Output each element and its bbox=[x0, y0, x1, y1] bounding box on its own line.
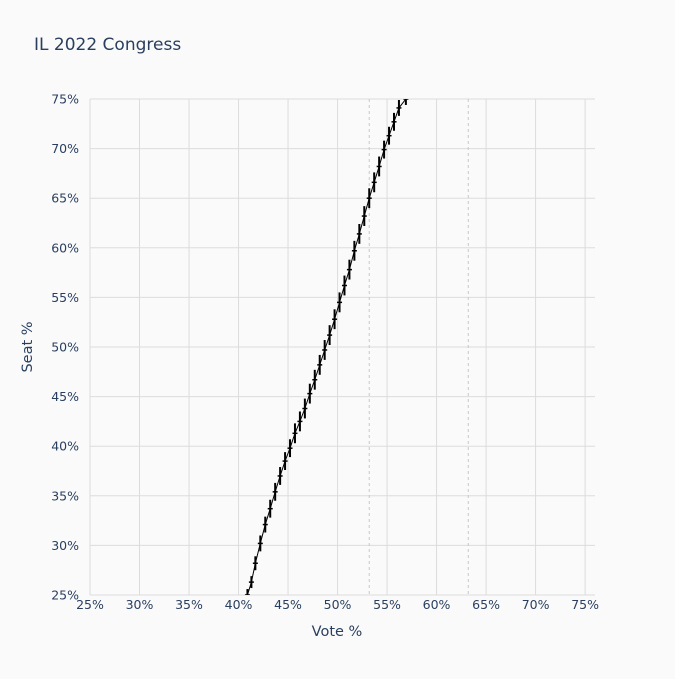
x-tick-label-3: 40% bbox=[225, 597, 253, 612]
series-curve bbox=[244, 99, 409, 595]
x-tick-label-7: 60% bbox=[423, 597, 451, 612]
x-tick-label-5: 50% bbox=[324, 597, 352, 612]
x-tick-label-6: 55% bbox=[373, 597, 401, 612]
x-tick-label-9: 70% bbox=[522, 597, 550, 612]
y-tick-label-4: 45% bbox=[51, 389, 79, 404]
y-tick-label-5: 50% bbox=[51, 340, 79, 355]
y-tick-label-3: 40% bbox=[51, 439, 79, 454]
y-tick-label-2: 35% bbox=[51, 488, 79, 503]
y-tick-label-6: 55% bbox=[51, 290, 79, 305]
x-tick-label-1: 30% bbox=[126, 597, 154, 612]
x-tick-label-0: 25% bbox=[76, 597, 104, 612]
y-tick-label-10: 75% bbox=[51, 92, 79, 107]
chart-title: IL 2022 Congress bbox=[34, 35, 181, 55]
y-tick-label-1: 30% bbox=[51, 538, 79, 553]
x-tick-label-2: 35% bbox=[175, 597, 203, 612]
reference-lines bbox=[368, 99, 469, 595]
x-tick-labels: 25% 30% 35% 40% 45% 50% 55% 60% 65% 70% 75% bbox=[76, 597, 599, 612]
y-tick-label-7: 60% bbox=[51, 240, 79, 255]
x-tick-label-4: 45% bbox=[274, 597, 302, 612]
y-axis-title: Seat % bbox=[20, 321, 36, 372]
y-tick-labels: 25% 30% 35% 40% 45% 50% 55% 60% 65% 70% 75% bbox=[51, 92, 79, 603]
grid-lines bbox=[89, 98, 595, 596]
x-tick-label-10: 75% bbox=[571, 597, 599, 612]
y-tick-label-8: 65% bbox=[51, 191, 79, 206]
x-tick-label-8: 65% bbox=[472, 597, 500, 612]
x-axis-title: Vote % bbox=[312, 624, 363, 640]
y-tick-label-0: 25% bbox=[51, 588, 79, 603]
y-tick-label-9: 70% bbox=[51, 141, 79, 156]
